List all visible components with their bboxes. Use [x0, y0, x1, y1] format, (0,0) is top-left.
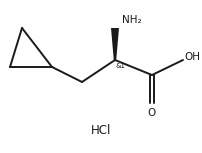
- Text: HCl: HCl: [91, 123, 111, 136]
- Text: &1: &1: [116, 63, 126, 69]
- Text: OH: OH: [184, 52, 200, 62]
- Text: O: O: [148, 108, 156, 118]
- Text: NH₂: NH₂: [122, 15, 142, 25]
- Polygon shape: [111, 28, 119, 60]
